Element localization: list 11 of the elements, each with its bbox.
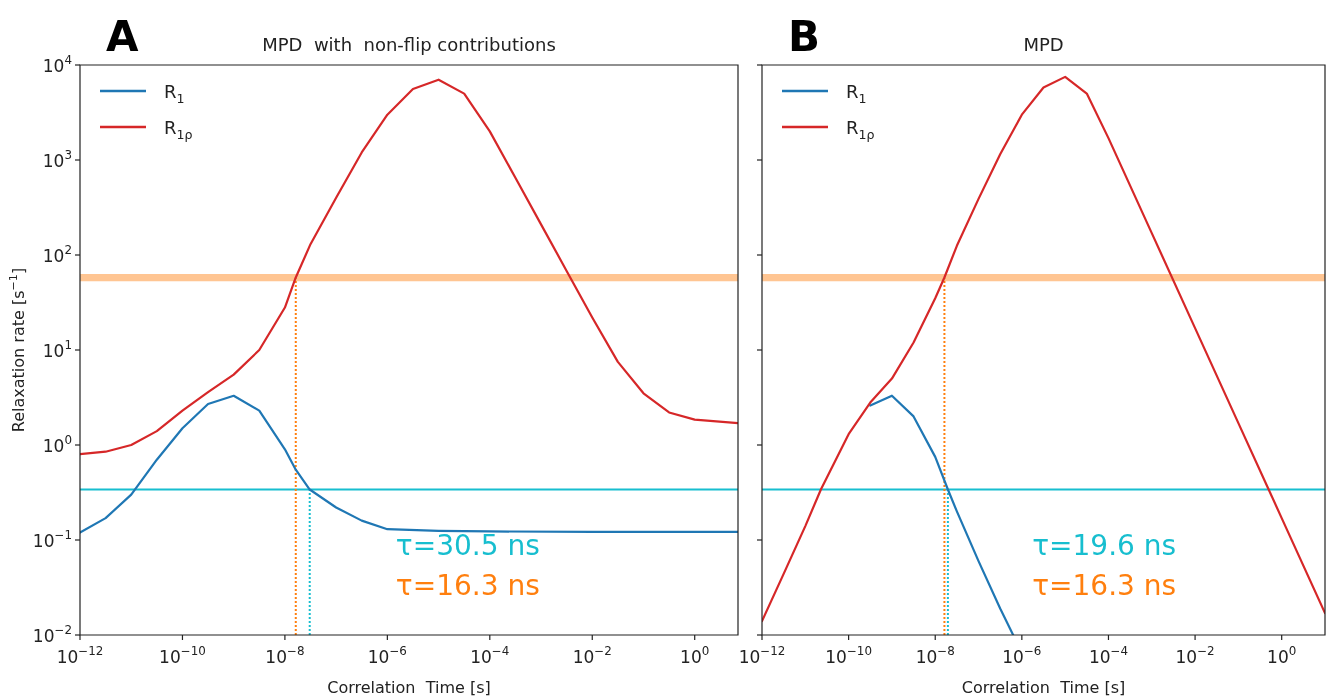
annotation: τ=16.3 ns: [395, 569, 540, 603]
annotation: τ=19.6 ns: [1032, 529, 1177, 563]
x-axis-title: Correlation Time [s]: [961, 678, 1126, 697]
chart-subtitle: B: [788, 12, 821, 61]
annotation: τ=16.3 ns: [1032, 569, 1177, 603]
chart-title: MPD with non-flip contributions: [262, 34, 556, 55]
chart-subtitle: A: [106, 12, 139, 61]
annotation: τ=30.5 ns: [395, 529, 540, 563]
y-axis-title: Relaxation rate [s−1]: [6, 267, 28, 433]
chart-title: MPD: [1023, 34, 1064, 55]
x-axis-title: Correlation Time [s]: [327, 678, 491, 697]
